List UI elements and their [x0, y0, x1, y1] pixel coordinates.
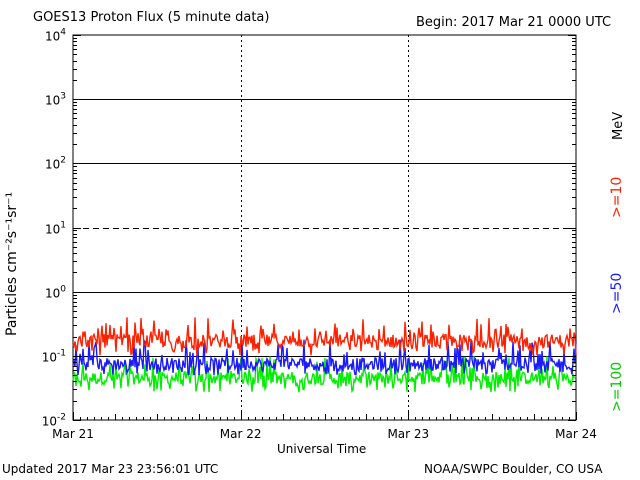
legend-unit: MeV	[611, 111, 626, 140]
x-tick-label: Mar 22	[220, 427, 262, 441]
y-tick-label: 103	[45, 92, 66, 108]
y-axis-label: Particles cm⁻²s⁻¹sr⁻¹	[4, 191, 20, 336]
plot-border	[72, 34, 577, 421]
series-line	[72, 339, 577, 376]
y-tick-label: 104	[45, 28, 66, 44]
chart-title: GOES13 Proton Flux (5 minute data)	[33, 10, 270, 25]
y-tick-label: 10-2	[42, 413, 66, 429]
y-tick-label: 101	[45, 221, 66, 237]
source-credit: NOAA/SWPC Boulder, CO USA	[424, 462, 603, 476]
x-axis-label: Universal Time	[277, 442, 367, 456]
legend-series-10: >=10	[609, 176, 625, 218]
y-tick-label: 102	[45, 156, 66, 172]
begin-time: Begin: 2017 Mar 21 0000 UTC	[416, 15, 612, 30]
series-line	[72, 356, 577, 394]
x-tick-label: Mar 23	[387, 427, 429, 441]
y-tick-label: 10-1	[42, 349, 66, 365]
series-line	[72, 317, 577, 356]
x-tick-label: Mar 24	[555, 427, 597, 441]
x-tick-label: Mar 21	[52, 427, 94, 441]
y-tick-label: 100	[45, 285, 66, 301]
legend-series-50: >=50	[609, 272, 625, 314]
legend-series-100: >=100	[609, 361, 625, 412]
updated-timestamp: Updated 2017 Mar 23 23:56:01 UTC	[2, 462, 219, 476]
